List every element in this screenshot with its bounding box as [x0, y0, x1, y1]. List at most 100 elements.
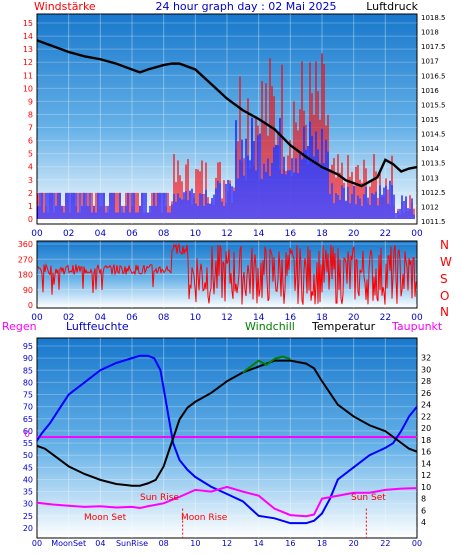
hour-tick-label: 20	[348, 229, 360, 239]
compass-n-bottom: N	[440, 305, 449, 319]
annotation-sun-set: Sun Set	[351, 493, 386, 503]
temperature-y-tick-label: 30	[421, 365, 431, 374]
pressure-y-tick-label: 1012	[421, 203, 439, 211]
temperature-y-tick-label: 4	[421, 518, 426, 527]
hour-tick-label: 10	[190, 313, 202, 323]
wind-y-tick-label: 1	[28, 202, 33, 211]
pressure-axis-label: Luftdruck	[366, 0, 418, 13]
wind-y-tick-label: 14	[23, 32, 33, 41]
hour-tick-label: 00	[412, 539, 422, 548]
pressure-y-tick-label: 1017.5	[421, 43, 446, 51]
pressure-y-tick-label: 1018.5	[421, 14, 446, 22]
wind-y-tick-label: 7	[28, 124, 33, 133]
pressure-y-tick-label: 1017	[421, 58, 439, 66]
hour-tick-label: 18	[317, 539, 327, 548]
hour-tick-label: 06	[126, 229, 138, 239]
annotation-moon-set: Moon Set	[84, 513, 127, 523]
hour-tick-label: 00	[31, 313, 43, 323]
humidity-y-tick-label: 85	[23, 366, 33, 375]
temperature-y-tick-label: 6	[421, 506, 426, 515]
humidity-y-tick-label: 70	[23, 403, 33, 412]
temperature-y-tick-label: 16	[421, 448, 431, 457]
pressure-line	[36, 39, 418, 188]
legend-rain: Regen	[2, 320, 37, 333]
wind-y-tick-label: 12	[23, 58, 33, 67]
hour-tick-label: 16	[285, 229, 297, 239]
wind-y-tick-label: 9	[28, 97, 33, 106]
hour-tick-label: 12	[222, 539, 232, 548]
hour-tick-label: 00	[31, 229, 43, 239]
humidity-y-tick-label: 25	[23, 512, 33, 521]
hour-tick-label: 04	[95, 229, 107, 239]
direction-y-tick-label: 0	[28, 301, 33, 310]
direction-y-tick-label: 180	[18, 271, 33, 280]
humidity-y-tick-label: 50	[23, 451, 33, 460]
hour-tick-label: 20	[349, 539, 359, 548]
hour-tick-label: 12	[221, 229, 232, 239]
wind-y-tick-label: 10	[23, 84, 33, 93]
pressure-y-tick-label: 1015.5	[421, 101, 446, 109]
temperature-y-tick-label: 20	[421, 424, 431, 433]
wind-y-tick-label: 5	[28, 150, 33, 159]
pressure-y-tick-label: 1014	[421, 145, 439, 153]
compass-w: W	[440, 255, 452, 269]
wind-y-tick-label: 4	[28, 163, 33, 172]
temperature-y-tick-label: 26	[421, 389, 431, 398]
hour-tick-label: 10	[190, 539, 200, 548]
compass-o: O	[440, 289, 449, 303]
hour-tick-label: 06	[126, 313, 138, 323]
temperature-y-tick-label: 8	[421, 495, 426, 504]
legend-temperature: Temperatur	[311, 320, 376, 333]
compass-n-top: N	[440, 238, 449, 252]
humidity-y-tick-label: 45	[23, 463, 33, 472]
humidity-y-tick-label: 95	[23, 342, 33, 351]
pressure-y-tick-label: 1011.5	[421, 218, 446, 226]
hour-tick-label: 14	[254, 539, 264, 548]
direction-y-tick-label: 270	[18, 255, 33, 264]
pressure-y-tick-label: 1013	[421, 174, 439, 182]
wind-y-tick-label: 6	[28, 137, 33, 146]
hour-tick-label: 22	[380, 539, 390, 548]
hour-tick-label: 08	[158, 313, 170, 323]
legend-dewpoint: Taupunkt	[391, 320, 443, 333]
hour-tick-label: 20	[348, 313, 360, 323]
pressure-y-tick-label: 1016	[421, 87, 439, 95]
pressure-y-tick-label: 1014.5	[421, 131, 446, 139]
annotation-sun-rise: Sun Rise	[140, 493, 179, 503]
temperature-y-tick-label: 22	[421, 412, 431, 421]
wind-y-tick-label: 11	[23, 71, 33, 80]
hour-tick-label: 08	[158, 229, 170, 239]
temperature-y-tick-label: 28	[421, 377, 431, 386]
wind-y-tick-label: 2	[28, 189, 33, 198]
pressure-y-tick-label: 1013.5	[421, 160, 446, 168]
rain-zero-label: 0	[24, 430, 30, 440]
annotation-moon-rise: Moon Rise	[181, 513, 228, 523]
pressure-y-tick-label: 1018	[421, 29, 439, 37]
temperature-y-tick-label: 18	[421, 436, 431, 445]
direction-y-tick-label: 90	[23, 286, 33, 295]
temperature-y-tick-label: 14	[421, 459, 431, 468]
hour-tick-label: 16	[285, 539, 295, 548]
legend-humidity: Luftfeuchte	[66, 320, 129, 333]
humidity-y-tick-label: 30	[23, 500, 33, 509]
humidity-y-tick-label: 60	[23, 427, 33, 436]
wind-axis-label: Windstärke	[34, 0, 96, 13]
hour-tick-label: 18	[316, 229, 328, 239]
hour-tick-label: SunRise	[116, 539, 148, 548]
hour-tick-label: 08	[159, 539, 169, 548]
hour-tick-label: 10	[190, 229, 202, 239]
hour-tick-label: 12	[221, 313, 232, 323]
hour-tick-label: 04	[95, 313, 107, 323]
hour-tick-label: 02	[63, 313, 74, 323]
hour-tick-label: 00	[411, 229, 423, 239]
hour-tick-label: 22	[380, 313, 391, 323]
wind-y-tick-label: 15	[23, 19, 33, 28]
temperature-y-tick-label: 32	[421, 354, 431, 363]
temperature-line	[36, 359, 418, 487]
wind-y-tick-label: 3	[28, 176, 33, 185]
humidity-y-tick-label: 75	[23, 391, 33, 400]
humidity-y-tick-label: 35	[23, 488, 33, 497]
humidity-y-tick-label: 80	[23, 378, 33, 387]
pressure-y-tick-label: 1012.5	[421, 189, 446, 197]
